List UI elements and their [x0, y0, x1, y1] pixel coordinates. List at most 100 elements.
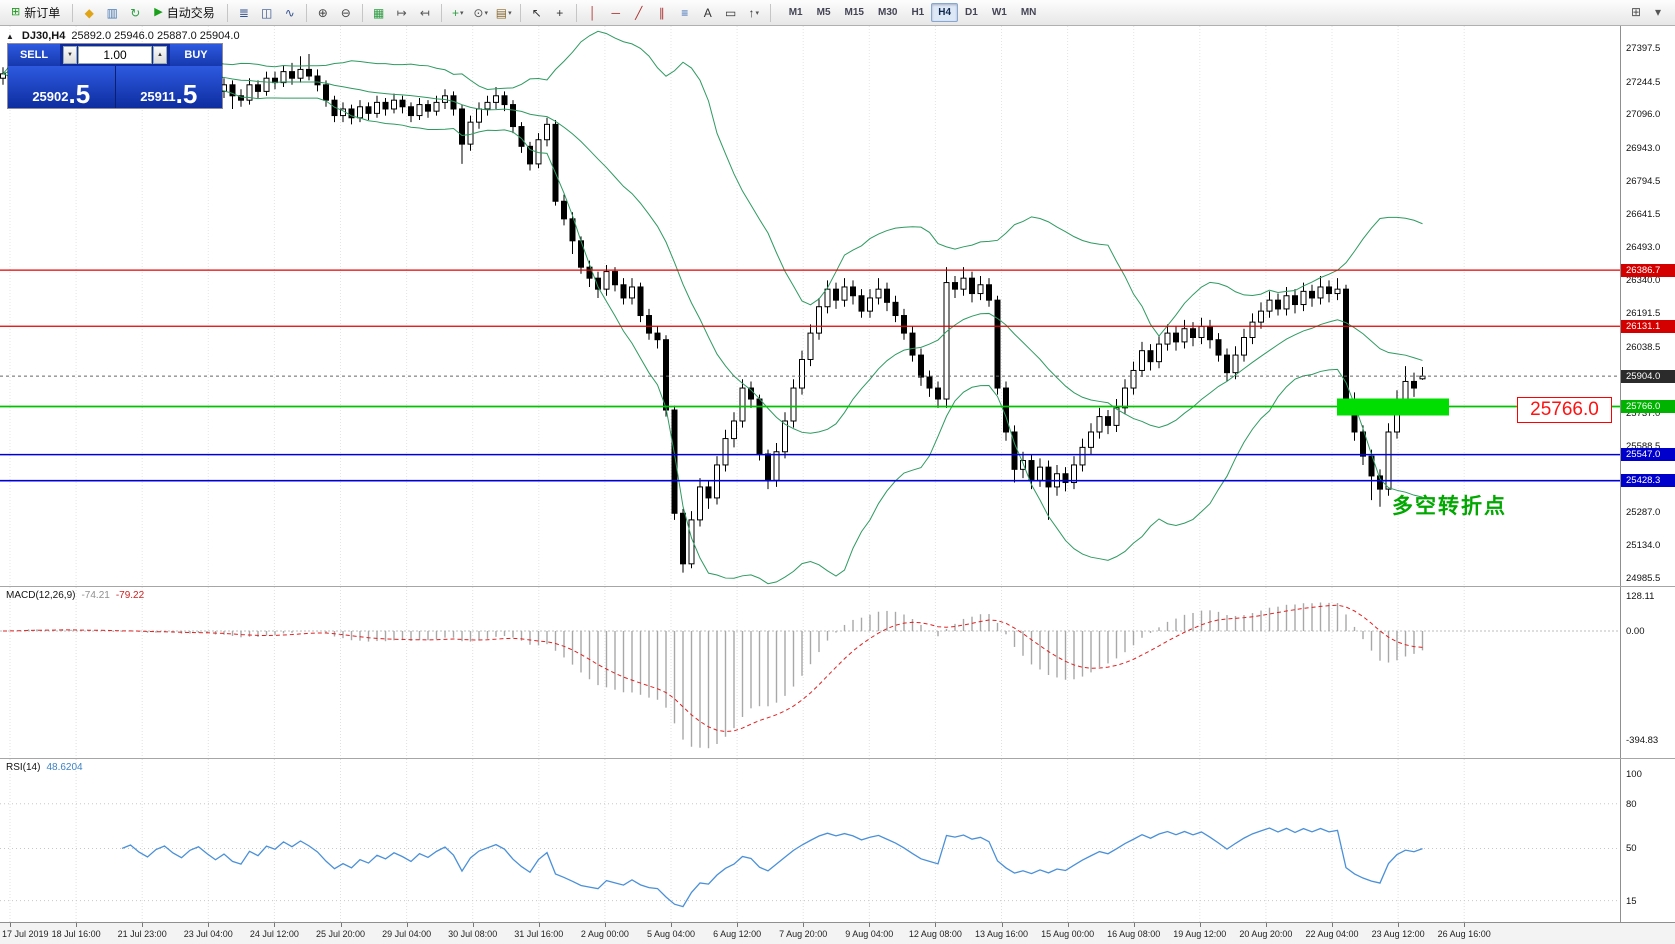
toolbar-separator: [361, 3, 363, 22]
rsi-value: 48.6204: [46, 762, 83, 773]
vertical-line-icon[interactable]: │: [588, 5, 597, 20]
market-watch-icon[interactable]: ▥: [106, 5, 118, 20]
cursor-icon[interactable]: ↖: [531, 5, 542, 20]
rsi-scale-label: 80: [1626, 798, 1637, 810]
buy-button[interactable]: BUY: [170, 44, 222, 66]
volume-up-button[interactable]: ▲: [153, 46, 167, 64]
time-tick: [274, 923, 276, 927]
refresh-icon[interactable]: ↻: [130, 5, 141, 20]
macd-signal-value: -79.22: [115, 590, 145, 601]
time-tick: [604, 923, 606, 927]
toolbar-right-group: ⊞ ▾: [1625, 2, 1669, 22]
zoom-in-icon[interactable]: ⊕: [317, 5, 328, 20]
time-tick: [737, 923, 739, 927]
buy-price-button[interactable]: 25911 .5: [115, 66, 222, 108]
price-badge: 25547.0: [1621, 448, 1675, 462]
fibonacci-icon[interactable]: ≡: [681, 5, 689, 20]
text-icon[interactable]: A: [703, 5, 712, 20]
price-badge: 25904.0: [1621, 369, 1675, 383]
time-label: 17 Jul 2019: [2, 929, 49, 939]
turning-point-annotation: 多空转折点: [1392, 495, 1507, 518]
toolbar-separator: [575, 3, 577, 22]
price-badge: 26386.7: [1621, 263, 1675, 277]
macd-header: MACD(12,26,9) -74.21 -79.22: [6, 590, 144, 601]
chart-shift-icon[interactable]: ↤: [419, 5, 430, 20]
price-tick: 26943.0: [1626, 142, 1661, 154]
autotrading-icon: ▶: [154, 6, 163, 18]
timeframe-m15[interactable]: M15: [844, 7, 864, 18]
macd-chart[interactable]: [0, 587, 1620, 759]
autotrading-button[interactable]: ▶ 自动交易: [147, 3, 221, 23]
horizontal-line-icon[interactable]: ─: [611, 5, 620, 20]
rsi-scale[interactable]: 100 80 50 15: [1620, 759, 1675, 922]
time-label: 20 Aug 20:00: [1239, 929, 1293, 939]
timeframe-d1[interactable]: D1: [965, 7, 978, 18]
time-label: 15 Aug 00:00: [1041, 929, 1095, 939]
toolbar-separator: [226, 3, 228, 22]
time-tick: [1398, 923, 1400, 927]
time-tick: [1067, 923, 1069, 927]
price-chart[interactable]: [0, 26, 1620, 586]
time-tick: [1265, 923, 1267, 927]
periods-icon[interactable]: ⊙ ▾: [473, 5, 488, 20]
rsi-chart[interactable]: [0, 759, 1620, 923]
zoom-out-icon[interactable]: ⊖: [340, 5, 351, 20]
arrows-icon[interactable]: ↑ ▾: [748, 5, 759, 20]
time-tick: [340, 923, 342, 927]
price-tick: 26794.5: [1626, 175, 1661, 187]
sell-button[interactable]: SELL: [8, 44, 60, 66]
chevron-down-icon: ▾: [508, 9, 512, 17]
time-axis[interactable]: 17 Jul 2019 18 Jul 16:00 21 Jul 23:00 23 Ju…: [0, 922, 1675, 944]
time-label: 24 Jul 12:00: [249, 929, 299, 939]
new-order-button[interactable]: ⊞ 新订单: [4, 3, 67, 23]
indicators-icon[interactable]: + ▾: [451, 5, 464, 20]
timeframe-w1[interactable]: W1: [991, 7, 1007, 18]
timeframe-m1[interactable]: M1: [788, 7, 803, 18]
price-tick: 26038.5: [1626, 341, 1661, 353]
rsi-header: RSI(14) 48.6204: [6, 762, 83, 773]
timeframe-h4[interactable]: H4: [931, 3, 959, 22]
time-tick: [406, 923, 408, 927]
templates-icon[interactable]: ▤ ▾: [495, 5, 512, 20]
one-click-toggle-icon[interactable]: ▲: [6, 32, 14, 41]
toolbar-menu-icon[interactable]: ▾: [1654, 5, 1662, 19]
timeframe-m5[interactable]: M5: [816, 7, 831, 18]
time-label: 12 Aug 08:00: [908, 929, 962, 939]
macd-scale[interactable]: 128.11 0.00 -394.83: [1620, 587, 1675, 758]
toolbar-separator: [305, 3, 307, 22]
trendline-icon[interactable]: ╱: [635, 5, 643, 20]
timeframe-m30[interactable]: M30: [877, 7, 898, 18]
rsi-scale-label: 100: [1626, 768, 1642, 780]
chevron-down-icon: ▾: [459, 9, 464, 17]
time-tick: [935, 923, 937, 927]
rsi-panel: RSI(14) 48.6204 100 80 50 15: [0, 758, 1675, 923]
bar-chart-icon[interactable]: ≣: [238, 5, 249, 20]
auto-scroll-icon[interactable]: ↦: [396, 5, 407, 20]
candlestick-chart-icon[interactable]: ◫: [261, 5, 273, 20]
tile-windows-icon[interactable]: ▦: [373, 5, 385, 20]
time-label: 21 Jul 23:00: [117, 929, 167, 939]
time-label: 23 Jul 04:00: [183, 929, 233, 939]
macd-name: MACD(12,26,9): [6, 590, 76, 601]
crosshair-icon[interactable]: +: [556, 5, 564, 20]
timeframe-h1[interactable]: H1: [911, 7, 925, 18]
metaeditor-icon[interactable]: ◆: [84, 5, 94, 20]
price-scale[interactable]: 27397.5 27244.5 27096.0 26943.0 26794.5 26641…: [1620, 26, 1675, 586]
sell-price-main: 25902: [32, 89, 69, 104]
toolbar-separator: [72, 3, 74, 22]
time-label: 30 Jul 08:00: [448, 929, 498, 939]
timeframe-mn[interactable]: MN: [1020, 7, 1037, 18]
macd-panel: MACD(12,26,9) -74.21 -79.22 128.11 0.00 -3…: [0, 586, 1675, 759]
sell-price-button[interactable]: 25902 .5: [8, 66, 116, 108]
line-chart-icon[interactable]: ∿: [284, 5, 295, 20]
volume-input[interactable]: 1.00: [78, 46, 152, 64]
toolbar-separator: [769, 3, 771, 22]
new-order-icon: ⊞: [11, 6, 21, 18]
new-chart-icon[interactable]: ⊞: [1630, 5, 1642, 19]
main-chart-panel: ▲ DJ30,H4 25892.0 25946.0 25887.0 25904.…: [0, 26, 1675, 586]
text-label-icon[interactable]: ▭: [725, 5, 737, 20]
time-label: 29 Jul 04:00: [382, 929, 432, 939]
equidistant-channel-icon[interactable]: ∥: [658, 5, 665, 20]
volume-down-button[interactable]: ▼: [63, 46, 77, 64]
time-tick: [1001, 923, 1003, 927]
